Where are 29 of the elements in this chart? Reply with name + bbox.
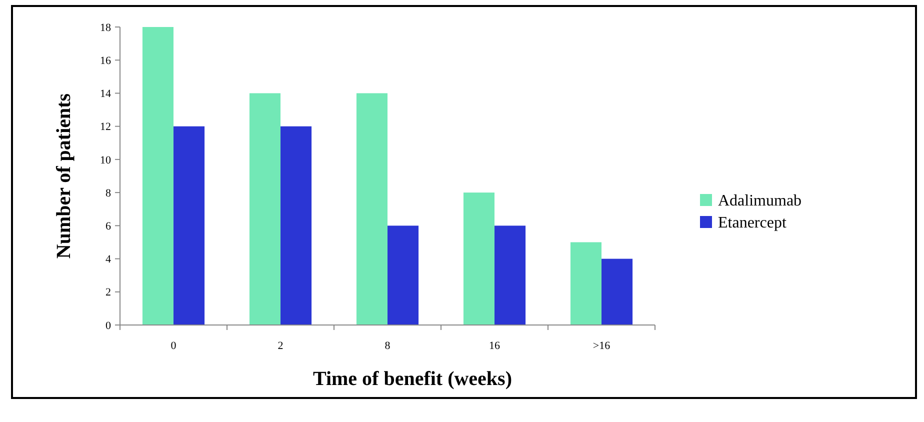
bar	[356, 93, 388, 325]
y-tick-label: 10	[100, 154, 112, 166]
bar	[249, 93, 280, 325]
y-tick-label: 6	[106, 220, 112, 233]
bar	[174, 126, 205, 325]
x-tick-label: 2	[278, 340, 284, 352]
bar	[463, 192, 494, 325]
y-tick-label: 2	[106, 286, 111, 299]
y-tick-label: 16	[100, 54, 112, 67]
bar	[602, 258, 633, 325]
bar	[280, 126, 312, 325]
bar	[142, 27, 174, 325]
y-tick-label: 0	[106, 320, 112, 332]
y-tick-label: 14	[100, 88, 112, 100]
bar	[494, 226, 526, 325]
y-tick-label: 4	[106, 254, 112, 266]
x-tick-label: 8	[384, 340, 391, 352]
legend-label: Etanercept	[718, 214, 787, 232]
x-tick-label: 0	[170, 340, 177, 352]
bar	[570, 242, 602, 325]
x-tick-label: 16	[489, 340, 500, 352]
y-axis-title: Number of patients	[53, 93, 75, 259]
y-tick-label: 18	[100, 22, 112, 34]
bar	[388, 226, 419, 325]
y-tick-label: 12	[100, 121, 111, 134]
legend-label: Adalimumab	[718, 192, 802, 210]
x-axis-title: Time of benefit (weeks)	[312, 368, 512, 390]
y-tick-label: 8	[106, 187, 112, 200]
x-tick-label: >16	[592, 340, 611, 352]
